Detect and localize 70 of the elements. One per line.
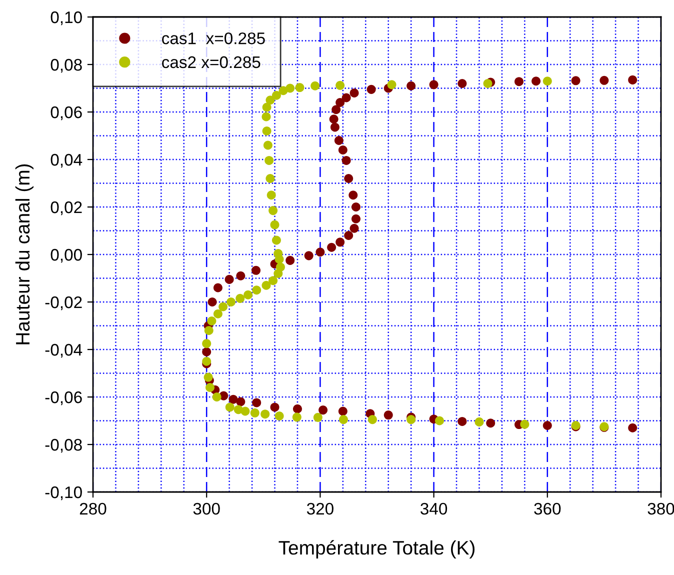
y-tick-label: 0,02 <box>50 201 82 216</box>
point <box>276 262 285 272</box>
point <box>266 96 275 105</box>
point <box>206 383 215 392</box>
x-tick-label: 320 <box>306 502 334 515</box>
point <box>268 206 278 216</box>
point <box>520 420 530 429</box>
point <box>313 412 322 422</box>
point <box>262 280 271 290</box>
y-tick-label: -0,06 <box>45 391 82 406</box>
point <box>264 156 274 165</box>
point <box>338 415 348 424</box>
point <box>212 392 222 402</box>
point <box>295 83 304 92</box>
point <box>266 174 275 183</box>
y-tick-label: 0,10 <box>50 11 82 26</box>
point <box>202 339 212 348</box>
legend-label: cas1 x=0.285 <box>162 32 265 44</box>
point <box>218 302 228 312</box>
x-tick-label: 280 <box>80 502 106 515</box>
point <box>272 236 281 245</box>
point <box>244 290 253 300</box>
point <box>272 90 281 100</box>
y-tick-label: -0,04 <box>45 344 82 358</box>
point <box>474 417 484 426</box>
y-tick-label: 0,00 <box>50 248 82 263</box>
point <box>262 112 271 122</box>
y-tick-label: 0,04 <box>50 154 82 168</box>
point <box>542 76 552 86</box>
y-axis-title: Hauteur du canal (m) <box>15 164 34 344</box>
point <box>234 405 243 414</box>
point <box>263 140 272 150</box>
x-axis-title: Température Totale (K) <box>278 540 475 559</box>
point <box>266 190 276 200</box>
point <box>434 416 444 426</box>
point <box>292 412 302 422</box>
point <box>310 81 320 90</box>
point <box>207 316 216 326</box>
point <box>225 402 234 412</box>
point <box>262 126 272 136</box>
y-tick-label: -0,10 <box>45 486 82 500</box>
point <box>483 79 492 88</box>
point <box>406 415 416 424</box>
point <box>368 415 377 424</box>
point <box>252 286 262 295</box>
point <box>274 412 284 420</box>
point <box>274 249 283 258</box>
legend-label: cas2 x=0.285 <box>162 56 260 68</box>
y-tick-label: -0,08 <box>45 438 82 453</box>
x-tick-label: 340 <box>420 502 448 515</box>
point <box>387 80 396 90</box>
point <box>260 410 270 419</box>
point <box>226 298 236 306</box>
point <box>204 372 213 382</box>
y-tick-label: 0,06 <box>50 106 82 120</box>
point <box>213 309 222 318</box>
point <box>250 408 260 418</box>
point <box>336 80 345 90</box>
point <box>204 326 214 335</box>
x-tick-label: 360 <box>534 502 561 515</box>
point <box>236 294 245 303</box>
point <box>202 356 212 366</box>
point <box>270 220 280 230</box>
y-tick-label: -0,02 <box>45 296 82 310</box>
y-tick-label: 0,08 <box>50 58 82 73</box>
point <box>262 102 272 112</box>
x-tick-label: 300 <box>193 502 220 515</box>
point <box>286 84 295 93</box>
point <box>268 276 278 286</box>
x-tick-label: 380 <box>648 502 674 515</box>
